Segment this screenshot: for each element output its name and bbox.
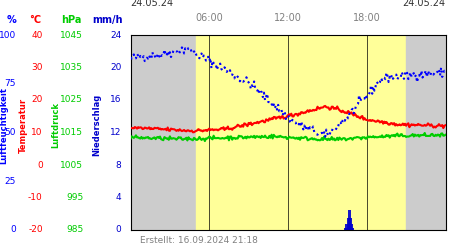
Text: 10: 10 [31,128,43,137]
Text: 06:00: 06:00 [195,13,223,23]
Bar [349,218,352,230]
Text: mm/h: mm/h [92,15,123,25]
Text: Erstellt: 16.09.2024 21:18: Erstellt: 16.09.2024 21:18 [140,236,257,245]
Text: 12: 12 [110,128,122,137]
Text: 20: 20 [110,63,122,72]
Text: 985: 985 [66,226,83,234]
Text: Luftdruck: Luftdruck [51,102,60,148]
Text: 1035: 1035 [60,63,83,72]
Text: 0: 0 [116,226,122,234]
Text: 50: 50 [4,128,16,137]
Text: 16: 16 [110,96,122,104]
Text: 1045: 1045 [60,30,83,40]
Text: Luftfeuchtigkeit: Luftfeuchtigkeit [0,86,8,164]
Text: Niederschlag: Niederschlag [92,94,101,156]
Bar [196,35,406,230]
Text: hPa: hPa [61,15,81,25]
Text: Temperatur: Temperatur [19,98,28,152]
Text: 75: 75 [4,79,16,88]
Bar [344,228,347,230]
Text: 40: 40 [32,30,43,40]
Text: 18:00: 18:00 [353,13,381,23]
Text: 1005: 1005 [60,160,83,170]
Text: %: % [7,15,17,25]
Text: 30: 30 [31,63,43,72]
Text: 24.05.24: 24.05.24 [130,0,174,8]
Text: -20: -20 [28,226,43,234]
Text: 12:00: 12:00 [274,13,302,23]
Text: 20: 20 [32,96,43,104]
Text: °C: °C [29,15,41,25]
Bar [350,224,353,230]
Text: 8: 8 [116,160,122,170]
Text: 0: 0 [37,160,43,170]
Bar [346,224,349,230]
Text: 100: 100 [0,30,16,40]
Text: 1015: 1015 [60,128,83,137]
Bar [406,35,446,230]
Bar [130,35,196,230]
Text: 1025: 1025 [60,96,83,104]
Text: 24.05.24: 24.05.24 [402,0,446,8]
Text: 4: 4 [116,193,122,202]
Text: 995: 995 [66,193,83,202]
Text: 0: 0 [10,226,16,234]
Bar [351,228,354,230]
Text: 24: 24 [110,30,122,40]
Text: -10: -10 [28,193,43,202]
Bar [347,210,351,230]
Text: 25: 25 [4,177,16,186]
Bar [346,218,350,230]
